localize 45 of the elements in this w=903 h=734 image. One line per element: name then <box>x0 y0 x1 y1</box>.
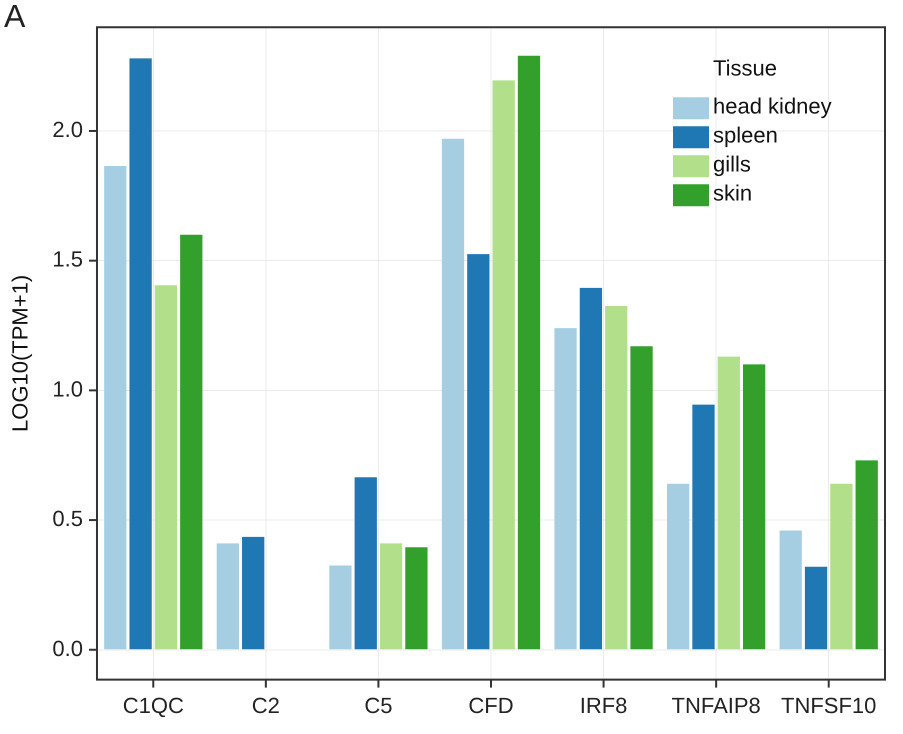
x-tick-label: C2 <box>252 692 280 718</box>
bar <box>467 254 490 650</box>
y-axis-title: LOG10(TPM+1) <box>7 274 32 432</box>
bar <box>405 547 428 650</box>
bar <box>242 536 264 650</box>
bar <box>354 477 377 650</box>
bar <box>630 346 653 650</box>
legend-label: spleen <box>713 122 778 148</box>
y-tick-label: 1.0 <box>52 376 83 402</box>
bar <box>216 543 239 650</box>
bar <box>129 58 152 650</box>
bar <box>742 364 766 650</box>
bar <box>780 530 802 650</box>
y-tick-label: 0.5 <box>52 506 83 532</box>
x-tick-label: C1QC <box>122 692 184 718</box>
legend-label: skin <box>713 180 752 206</box>
bar <box>104 166 126 650</box>
bar <box>830 484 853 650</box>
bar <box>492 80 515 650</box>
x-tick-label: C5 <box>364 692 392 718</box>
bar <box>442 138 464 650</box>
bar <box>667 484 690 650</box>
bar <box>692 404 715 650</box>
bar <box>804 566 828 650</box>
x-tick-label: TNFSF10 <box>781 692 876 718</box>
bar <box>856 460 878 650</box>
bar <box>380 543 402 650</box>
legend-title: Tissue <box>713 55 777 80</box>
bar <box>605 306 628 650</box>
bar <box>554 328 577 650</box>
bar <box>580 288 602 650</box>
y-tick-label: 2.0 <box>52 117 83 142</box>
x-tick-label: IRF8 <box>580 692 628 718</box>
bar <box>154 285 178 650</box>
y-tick-label: 1.5 <box>52 246 83 272</box>
x-tick-label: TNFAIP8 <box>672 692 761 718</box>
bar <box>718 356 740 650</box>
x-tick-label: CFD <box>468 692 514 718</box>
bar <box>518 56 540 650</box>
bar <box>180 234 202 650</box>
legend-label: gills <box>713 151 751 176</box>
y-tick-label: 0.0 <box>52 636 83 661</box>
bar <box>329 565 352 650</box>
text: A <box>4 0 26 34</box>
legend-label: head kidney <box>713 93 832 118</box>
